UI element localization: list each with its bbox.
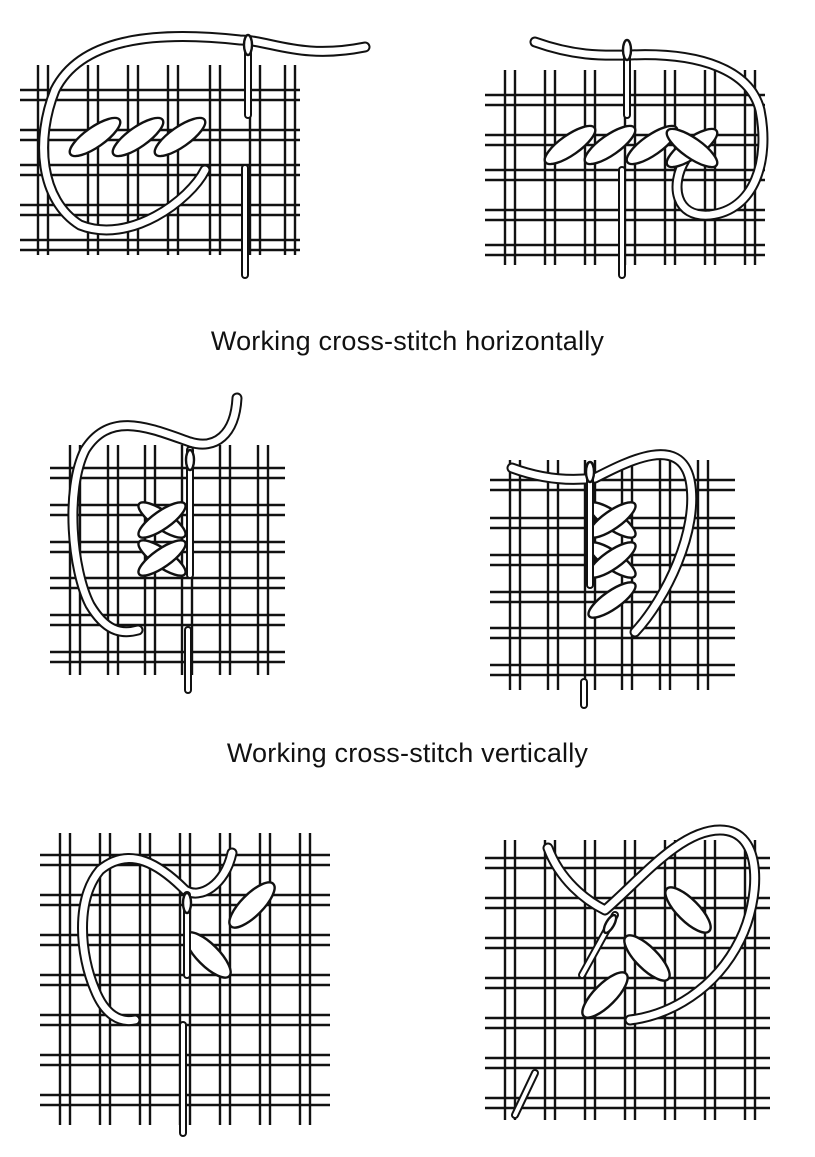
thread: [38, 31, 371, 236]
stitches: [587, 501, 637, 619]
needle-icon: [511, 911, 619, 1119]
needle-icon: [618, 38, 633, 279]
stitches: [581, 886, 712, 1019]
thread: [77, 847, 238, 1027]
needle-icon: [580, 460, 596, 709]
horizontal-step-1-diagram: [20, 31, 371, 279]
fabric-grid: [20, 65, 300, 255]
stitches: [137, 501, 187, 577]
caption-vertical: Working cross-stitch vertically: [226, 738, 589, 768]
stitches: [68, 116, 207, 158]
caption-horizontal: Working cross-stitch horizontally: [210, 326, 605, 356]
thread: [67, 392, 243, 638]
stitches: [543, 124, 719, 169]
stitches: [184, 881, 276, 979]
vertical-step-1-diagram: [50, 392, 285, 694]
vertical-step-2-diagram: [490, 449, 735, 709]
needle-icon: [184, 446, 196, 694]
thread: [529, 36, 769, 221]
thread: [506, 449, 698, 638]
needle-icon: [179, 891, 193, 1137]
horizontal-step-2-diagram: [485, 36, 769, 279]
fabric-grid: [490, 460, 735, 690]
diagonal-step-2-diagram: [485, 824, 770, 1120]
thread: [542, 824, 761, 1026]
diagonal-step-1-diagram: [40, 833, 330, 1137]
needle-icon: [241, 33, 254, 279]
